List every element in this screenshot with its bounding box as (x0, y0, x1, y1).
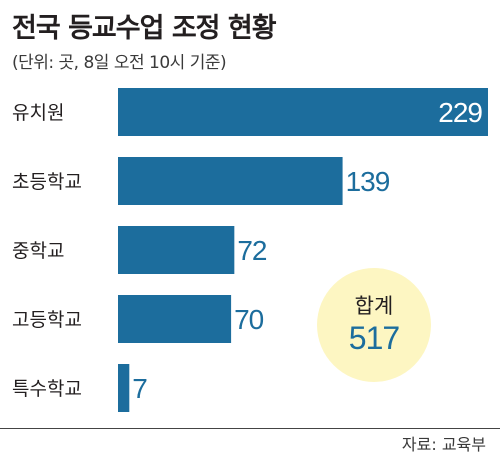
bar-chart: 유치원 229 초등학교 139 중학교 72 고등학교 70 특수학교 7 (12, 88, 488, 412)
source-note: 자료: 교육부 (401, 435, 486, 454)
chart-subtitle: (단위: 곳, 8일 오전 10시 기준) (12, 53, 227, 73)
value-label: 139 (346, 166, 390, 197)
bar (118, 157, 343, 205)
bar (118, 226, 235, 274)
value-label: 72 (237, 235, 267, 266)
bar (118, 295, 232, 343)
category-label: 유치원 (12, 102, 64, 124)
source-divider (0, 428, 500, 429)
value-label: 229 (438, 97, 482, 128)
category-label: 초등학교 (12, 171, 82, 193)
category-label: 고등학교 (12, 309, 82, 331)
value-label: 70 (234, 304, 264, 335)
category-label: 특수학교 (12, 378, 82, 400)
total-value: 517 (348, 320, 400, 356)
category-label: 중학교 (12, 240, 64, 262)
chart-title: 전국 등교수업 조정 현황 (12, 13, 277, 44)
bar (118, 364, 130, 412)
total-badge: 합계 517 (317, 268, 431, 382)
bar (118, 88, 488, 136)
total-label: 합계 (354, 294, 394, 318)
value-label: 7 (132, 373, 147, 404)
